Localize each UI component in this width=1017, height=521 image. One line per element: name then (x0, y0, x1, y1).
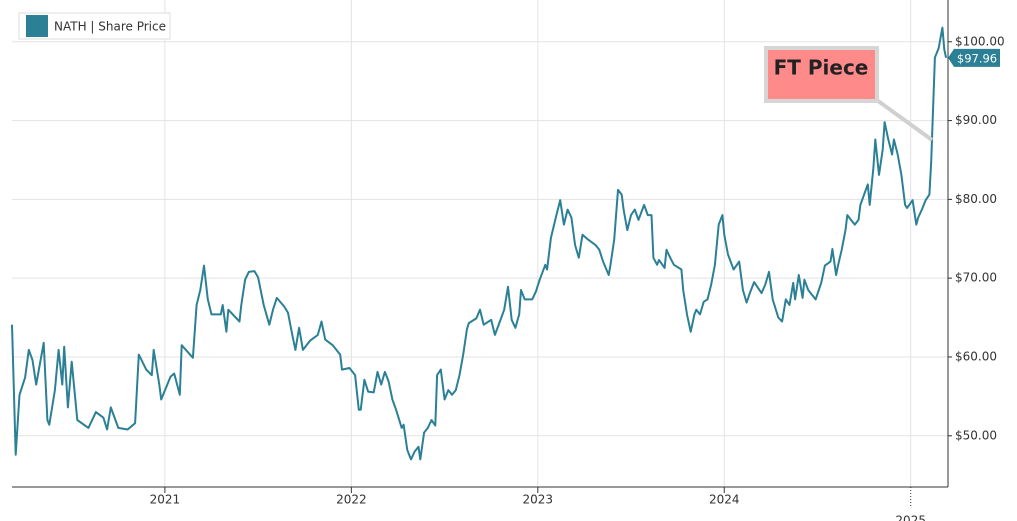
y-tick-label: $70.00 (955, 271, 997, 285)
price-tag (948, 48, 1000, 67)
y-tick-label: $80.00 (955, 192, 997, 206)
price-line (11, 26, 948, 461)
y-tick-label: $90.00 (955, 113, 997, 127)
x-tick-label: 2023 (523, 493, 554, 507)
y-tick-label: $50.00 (955, 428, 997, 442)
legend-label: NATH | Share Price (54, 20, 166, 34)
x-tick-label: 2024 (709, 493, 740, 507)
x-tick-label: 2025 (895, 514, 926, 521)
legend-swatch (26, 15, 48, 37)
y-tick-label: $60.00 (955, 349, 997, 363)
x-tick-label: 2022 (336, 493, 367, 507)
price-tag-label: $97.96 (957, 51, 997, 65)
x-tick-label: 2021 (150, 493, 181, 507)
annotation-label: FT Piece (774, 56, 869, 80)
annotation-leader (872, 96, 934, 142)
y-tick-label: $100.00 (955, 34, 1005, 48)
annotation-box (764, 46, 879, 103)
